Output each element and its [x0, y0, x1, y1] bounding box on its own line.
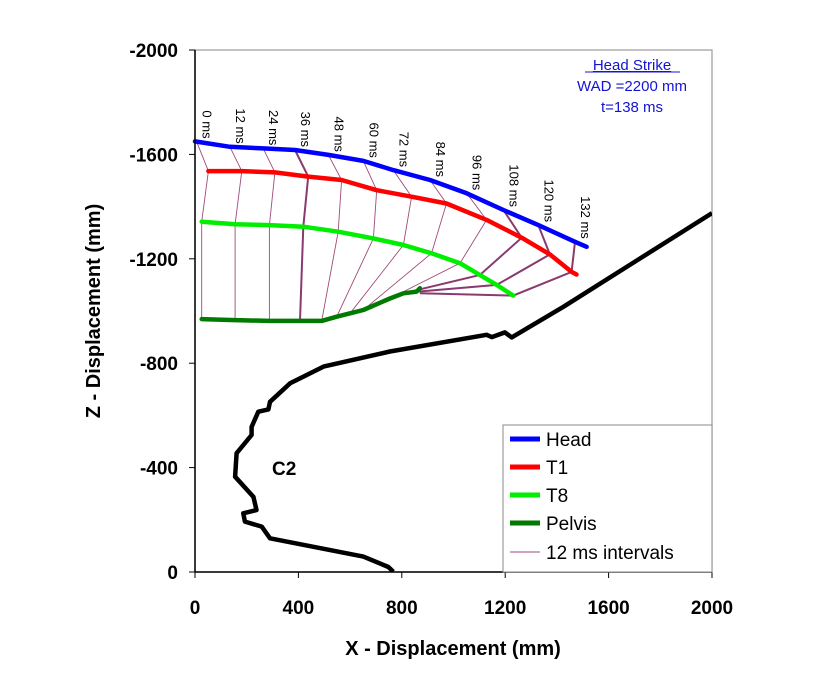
legend-box [502, 424, 713, 573]
interval-line-12ms [229, 146, 243, 321]
interval-label: 0 ms [200, 110, 215, 139]
legend-label-t8: T8 [546, 486, 568, 507]
interval-line-132ms [419, 241, 576, 297]
vehicle-profile-line [232, 211, 712, 572]
interval-line-120ms [416, 224, 552, 293]
series-line-t8 [199, 219, 516, 298]
interval-line-72ms [349, 169, 413, 314]
interval-line-36ms [294, 149, 310, 321]
legend-label-intervals: 12 ms intervals [546, 543, 674, 564]
y-tick-label: -400 [140, 459, 178, 480]
x-tick-label: 1200 [484, 598, 526, 619]
x-tick-label: 1600 [587, 598, 629, 619]
x-tick-label: 800 [386, 598, 418, 619]
y-axis-label: Z - Displacement (mm) [83, 204, 105, 418]
interval-line-48ms [321, 154, 343, 321]
annotation-wad: WAD =2200 mm [577, 78, 687, 95]
series-line-pelvis [199, 286, 423, 324]
x-tick-label: 400 [283, 598, 315, 619]
y-tick-label: -1200 [129, 250, 178, 271]
interval-label: 96 ms [470, 155, 485, 191]
annotation-title: Head Strike [593, 57, 671, 74]
interval-label: 36 ms [298, 112, 313, 148]
y-tick-label: -1600 [129, 145, 178, 166]
profile-label-c2: C2 [272, 459, 296, 480]
interval-label: 60 ms [366, 122, 381, 158]
interval-label: 84 ms [433, 142, 448, 178]
legend-label-t1: T1 [546, 458, 568, 479]
legend-label-pelvis: Pelvis [546, 514, 597, 535]
interval-line-60ms [336, 160, 378, 317]
series-line-head [192, 139, 589, 250]
interval-label: 132 ms [578, 196, 593, 239]
interval-label: 12 ms [233, 108, 248, 144]
interval-label: 24 ms [266, 110, 281, 146]
y-tick-label: -2000 [129, 41, 178, 62]
interval-label: 72 ms [396, 132, 411, 168]
interval-line-96ms [389, 193, 488, 299]
x-tick-label: 0 [190, 598, 201, 619]
annotation-head-strike: Head Strike WAD =2200 mm t=138 ms [577, 57, 687, 116]
interval-line-84ms [363, 179, 447, 311]
y-tick-label: 0 [167, 563, 178, 584]
series-line-t1 [206, 168, 579, 277]
interval-label: 48 ms [331, 116, 346, 152]
x-tick-label: 2000 [691, 598, 733, 619]
legend-label-head: Head [546, 430, 591, 451]
annotation-time: t=138 ms [601, 99, 663, 116]
x-axis-label: X - Displacement (mm) [345, 638, 561, 660]
interval-line-24ms [262, 148, 276, 321]
y-tick-label: -800 [140, 354, 178, 375]
interval-label: 120 ms [541, 179, 556, 222]
interval-line-108ms [403, 209, 524, 295]
legend: Head T1 T8 Pelvis 12 ms intervals [502, 424, 713, 573]
interval-line-0ms [196, 141, 209, 320]
interval-label: 108 ms [506, 164, 521, 207]
